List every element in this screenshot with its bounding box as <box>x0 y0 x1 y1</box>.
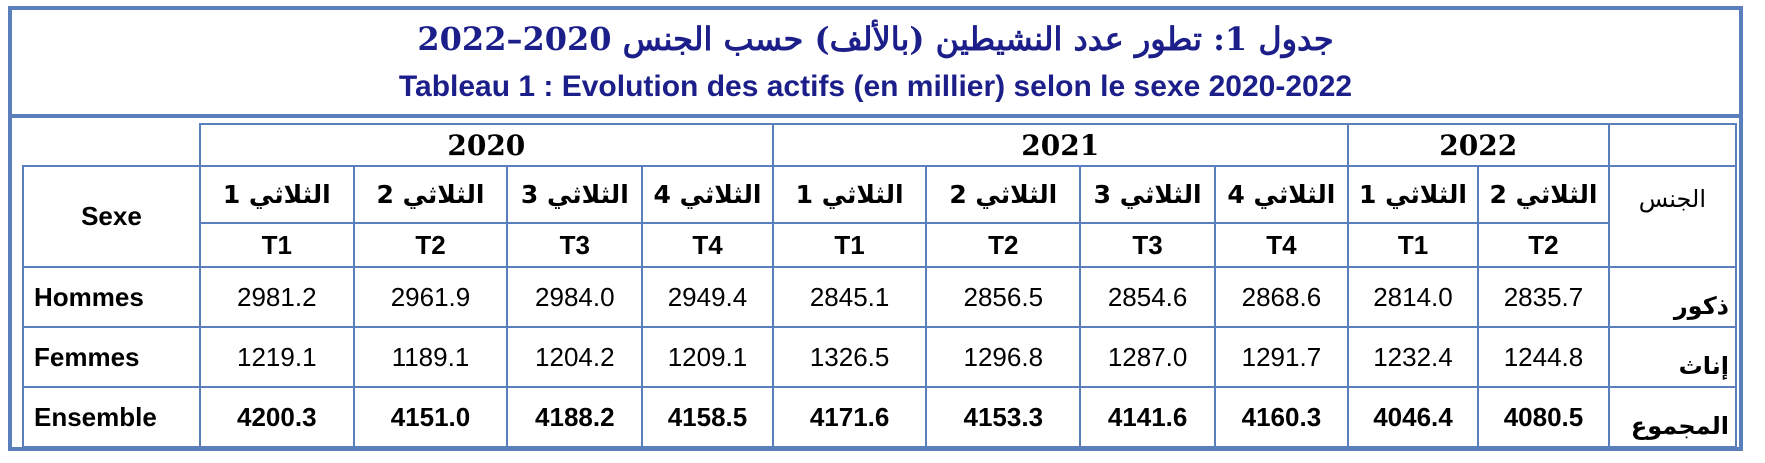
value-cell: 2845.1 <box>771 266 928 328</box>
actifs-table: 2020 2021 2022 Sexe الثلاثي 1 الثلاثي 2 … <box>22 123 1738 448</box>
value-cell: 1189.1 <box>352 326 509 388</box>
table-row-ensemble: Ensemble 4200.3 4151.0 4188.2 4158.5 417… <box>22 386 1738 448</box>
total-cell: 4141.6 <box>1079 386 1217 448</box>
quarter-code: T1 <box>198 222 355 268</box>
quarter-code: T4 <box>641 222 774 268</box>
quarter-header: الثلاثي 1 <box>1346 165 1480 224</box>
quarter-code: T1 <box>1346 222 1480 268</box>
value-cell: 2814.0 <box>1346 266 1480 328</box>
row-label-fr: Ensemble <box>22 386 201 448</box>
quarter-header: الثلاثي 2 <box>925 165 1082 224</box>
total-cell: 4200.3 <box>198 386 355 448</box>
quarter-code-row: T1 T2 T3 T4 T1 T2 T3 T4 T1 T2 <box>23 222 1736 268</box>
row-label-fr: Hommes <box>22 266 201 328</box>
year-2021: 2021 <box>771 123 1349 167</box>
total-cell: 4153.3 <box>925 386 1082 448</box>
quarter-header-row: Sexe الثلاثي 1 الثلاثي 2 الثلاثي 3 الثلا… <box>22 165 1738 268</box>
value-cell: 2835.7 <box>1477 266 1610 328</box>
title-arabic: جدول 1: تطور عدد النشيطين (بالألف) حسب ا… <box>417 20 1334 58</box>
quarter-header: الثلاثي 4 <box>1214 165 1349 224</box>
total-cell: 4188.2 <box>506 386 644 448</box>
total-cell: 4171.6 <box>771 386 928 448</box>
quarter-code: T4 <box>1214 222 1349 268</box>
value-cell: 2984.0 <box>506 266 644 328</box>
quarter-code: T1 <box>771 222 928 268</box>
row-label-fr: Femmes <box>22 326 201 388</box>
corner-cell-right <box>1607 123 1738 167</box>
quarter-header: الثلاثي 2 <box>1477 165 1610 224</box>
sexe-header-ar: الجنس <box>1607 165 1738 268</box>
value-cell: 2961.9 <box>352 266 509 328</box>
quarter-header: الثلاثي 4 <box>641 165 774 224</box>
row-label-ar: ذكور <box>1607 266 1738 328</box>
value-cell: 1204.2 <box>506 326 644 388</box>
table-caption: جدول 1: تطور عدد النشيطين (بالألف) حسب ا… <box>12 10 1739 118</box>
row-label-ar: إناث <box>1607 326 1738 388</box>
quarter-header: الثلاثي 2 <box>352 165 509 224</box>
value-cell: 1209.1 <box>641 326 774 388</box>
value-cell: 1326.5 <box>771 326 928 388</box>
title-french: Tableau 1 : Evolution des actifs (en mil… <box>398 70 1353 103</box>
quarter-header: الثلاثي 1 <box>198 165 355 224</box>
value-cell: 2856.5 <box>925 266 1082 328</box>
value-cell: 1296.8 <box>925 326 1082 388</box>
corner-cell <box>23 124 201 167</box>
total-cell: 4151.0 <box>352 386 509 448</box>
quarter-code: T2 <box>1477 222 1610 268</box>
value-cell: 1219.1 <box>198 326 355 388</box>
table-row-hommes: Hommes 2981.2 2961.9 2984.0 2949.4 2845.… <box>22 266 1738 328</box>
year-header-row: 2020 2021 2022 <box>23 123 1738 167</box>
total-cell: 4158.5 <box>641 386 774 448</box>
value-cell: 2949.4 <box>641 266 774 328</box>
table-frame: جدول 1: تطور عدد النشيطين (بالألف) حسب ا… <box>8 6 1743 451</box>
sexe-header-fr: Sexe <box>22 165 201 268</box>
value-cell: 2868.6 <box>1214 266 1349 328</box>
quarter-code: T3 <box>1079 222 1217 268</box>
total-cell: 4046.4 <box>1346 386 1480 448</box>
value-cell: 1287.0 <box>1079 326 1217 388</box>
value-cell: 1244.8 <box>1477 326 1610 388</box>
value-cell: 1232.4 <box>1346 326 1480 388</box>
table-row-femmes: Femmes 1219.1 1189.1 1204.2 1209.1 1326.… <box>22 326 1738 388</box>
quarter-code: T2 <box>352 222 509 268</box>
year-2022: 2022 <box>1346 123 1610 167</box>
quarter-code: T2 <box>925 222 1082 268</box>
value-cell: 2854.6 <box>1079 266 1217 328</box>
value-cell: 2981.2 <box>198 266 355 328</box>
year-2020: 2020 <box>198 123 774 167</box>
total-cell: 4160.3 <box>1214 386 1349 448</box>
quarter-header: الثلاثي 1 <box>771 165 928 224</box>
total-cell: 4080.5 <box>1477 386 1610 448</box>
quarter-header: الثلاثي 3 <box>1079 165 1217 224</box>
value-cell: 1291.7 <box>1214 326 1349 388</box>
quarter-header: الثلاثي 3 <box>506 165 644 224</box>
row-label-ar: المجموع <box>1607 386 1738 448</box>
quarter-code: T3 <box>506 222 644 268</box>
